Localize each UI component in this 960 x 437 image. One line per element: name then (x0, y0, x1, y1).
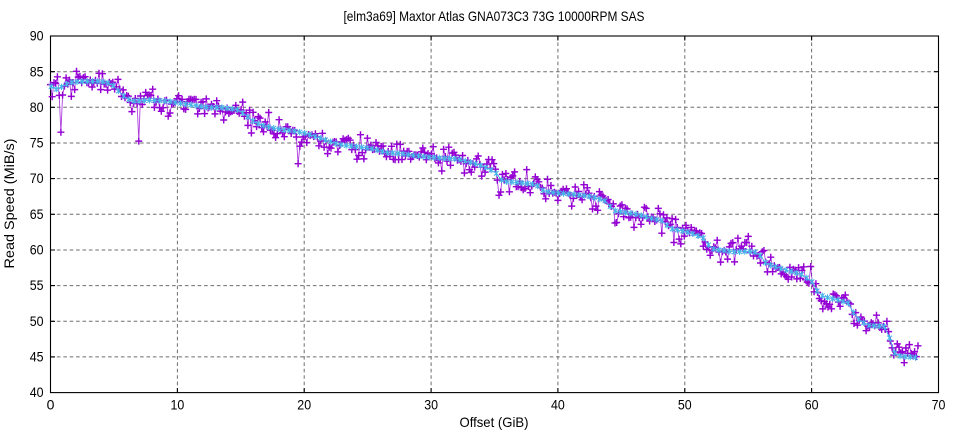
svg-text:45: 45 (30, 349, 44, 365)
svg-text:40: 40 (30, 384, 44, 400)
svg-text:80: 80 (30, 99, 44, 115)
svg-text:65: 65 (30, 206, 44, 222)
svg-text:75: 75 (30, 135, 44, 151)
svg-text:10: 10 (171, 397, 185, 413)
svg-text:0: 0 (47, 397, 55, 413)
svg-text:90: 90 (30, 28, 44, 44)
svg-text:60: 60 (30, 242, 44, 258)
svg-text:30: 30 (424, 397, 438, 413)
svg-text:Offset (GiB): Offset (GiB) (460, 414, 529, 430)
svg-text:50: 50 (30, 313, 44, 329)
svg-text:70: 70 (30, 170, 44, 186)
svg-text:70: 70 (932, 397, 946, 413)
svg-text:85: 85 (30, 63, 44, 79)
svg-text:[elm3a69] Maxtor Atlas GNA073C: [elm3a69] Maxtor Atlas GNA073C3 73G 1000… (344, 8, 645, 24)
svg-text:55: 55 (30, 277, 44, 293)
svg-text:50: 50 (678, 397, 692, 413)
svg-text:20: 20 (297, 397, 311, 413)
svg-text:40: 40 (551, 397, 565, 413)
svg-text:60: 60 (805, 397, 819, 413)
svg-text:Read Speed (MiB/s): Read Speed (MiB/s) (1, 139, 17, 269)
